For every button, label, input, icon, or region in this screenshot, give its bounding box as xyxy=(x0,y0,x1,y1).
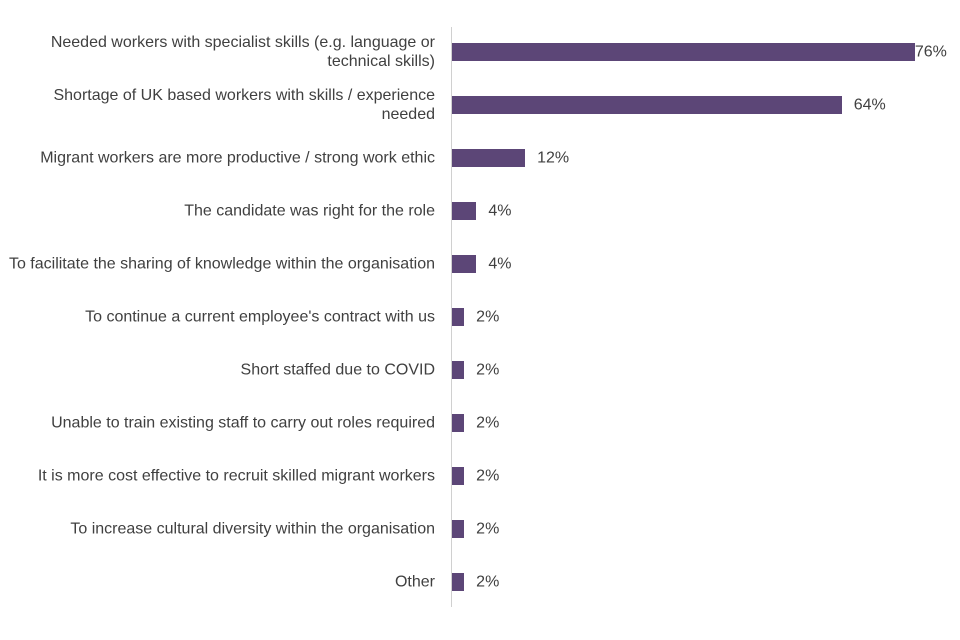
value-label: 2% xyxy=(476,520,500,538)
category-label: To increase cultural diversity within th… xyxy=(70,520,435,538)
bar xyxy=(452,308,465,326)
category-label: Shortage of UK based workers with skills… xyxy=(53,87,435,123)
value-label: 64% xyxy=(853,96,886,114)
value-label: 2% xyxy=(476,308,500,326)
category-label: Migrant workers are more productive / st… xyxy=(40,149,435,167)
category-label: Unable to train existing staff to carry … xyxy=(51,414,435,432)
bar xyxy=(452,149,526,167)
axis-line xyxy=(451,27,452,607)
category-label: It is more cost effective to recruit ski… xyxy=(37,467,435,485)
category-label: Needed workers with specialist skills (e… xyxy=(50,34,435,70)
category-label: To continue a current employee's contrac… xyxy=(85,308,435,326)
bar xyxy=(452,43,915,61)
bar xyxy=(452,255,477,273)
value-label: 2% xyxy=(476,361,500,379)
bar xyxy=(452,520,465,538)
category-label: To facilitate the sharing of knowledge w… xyxy=(8,255,435,273)
category-label: The candidate was right for the role xyxy=(184,202,435,220)
bar xyxy=(452,202,477,220)
bar xyxy=(452,96,842,114)
bar xyxy=(452,361,465,379)
bar xyxy=(452,573,465,591)
value-label: 4% xyxy=(488,255,512,273)
bar xyxy=(452,467,465,485)
value-label: 12% xyxy=(537,149,570,167)
bar xyxy=(452,414,465,432)
value-label: 2% xyxy=(476,414,500,432)
value-label: 2% xyxy=(476,573,500,591)
value-label: 76% xyxy=(914,43,947,61)
category-label: Short staffed due to COVID xyxy=(240,361,435,379)
value-label: 4% xyxy=(488,202,512,220)
category-label: Other xyxy=(394,573,435,591)
value-label: 2% xyxy=(476,467,500,485)
